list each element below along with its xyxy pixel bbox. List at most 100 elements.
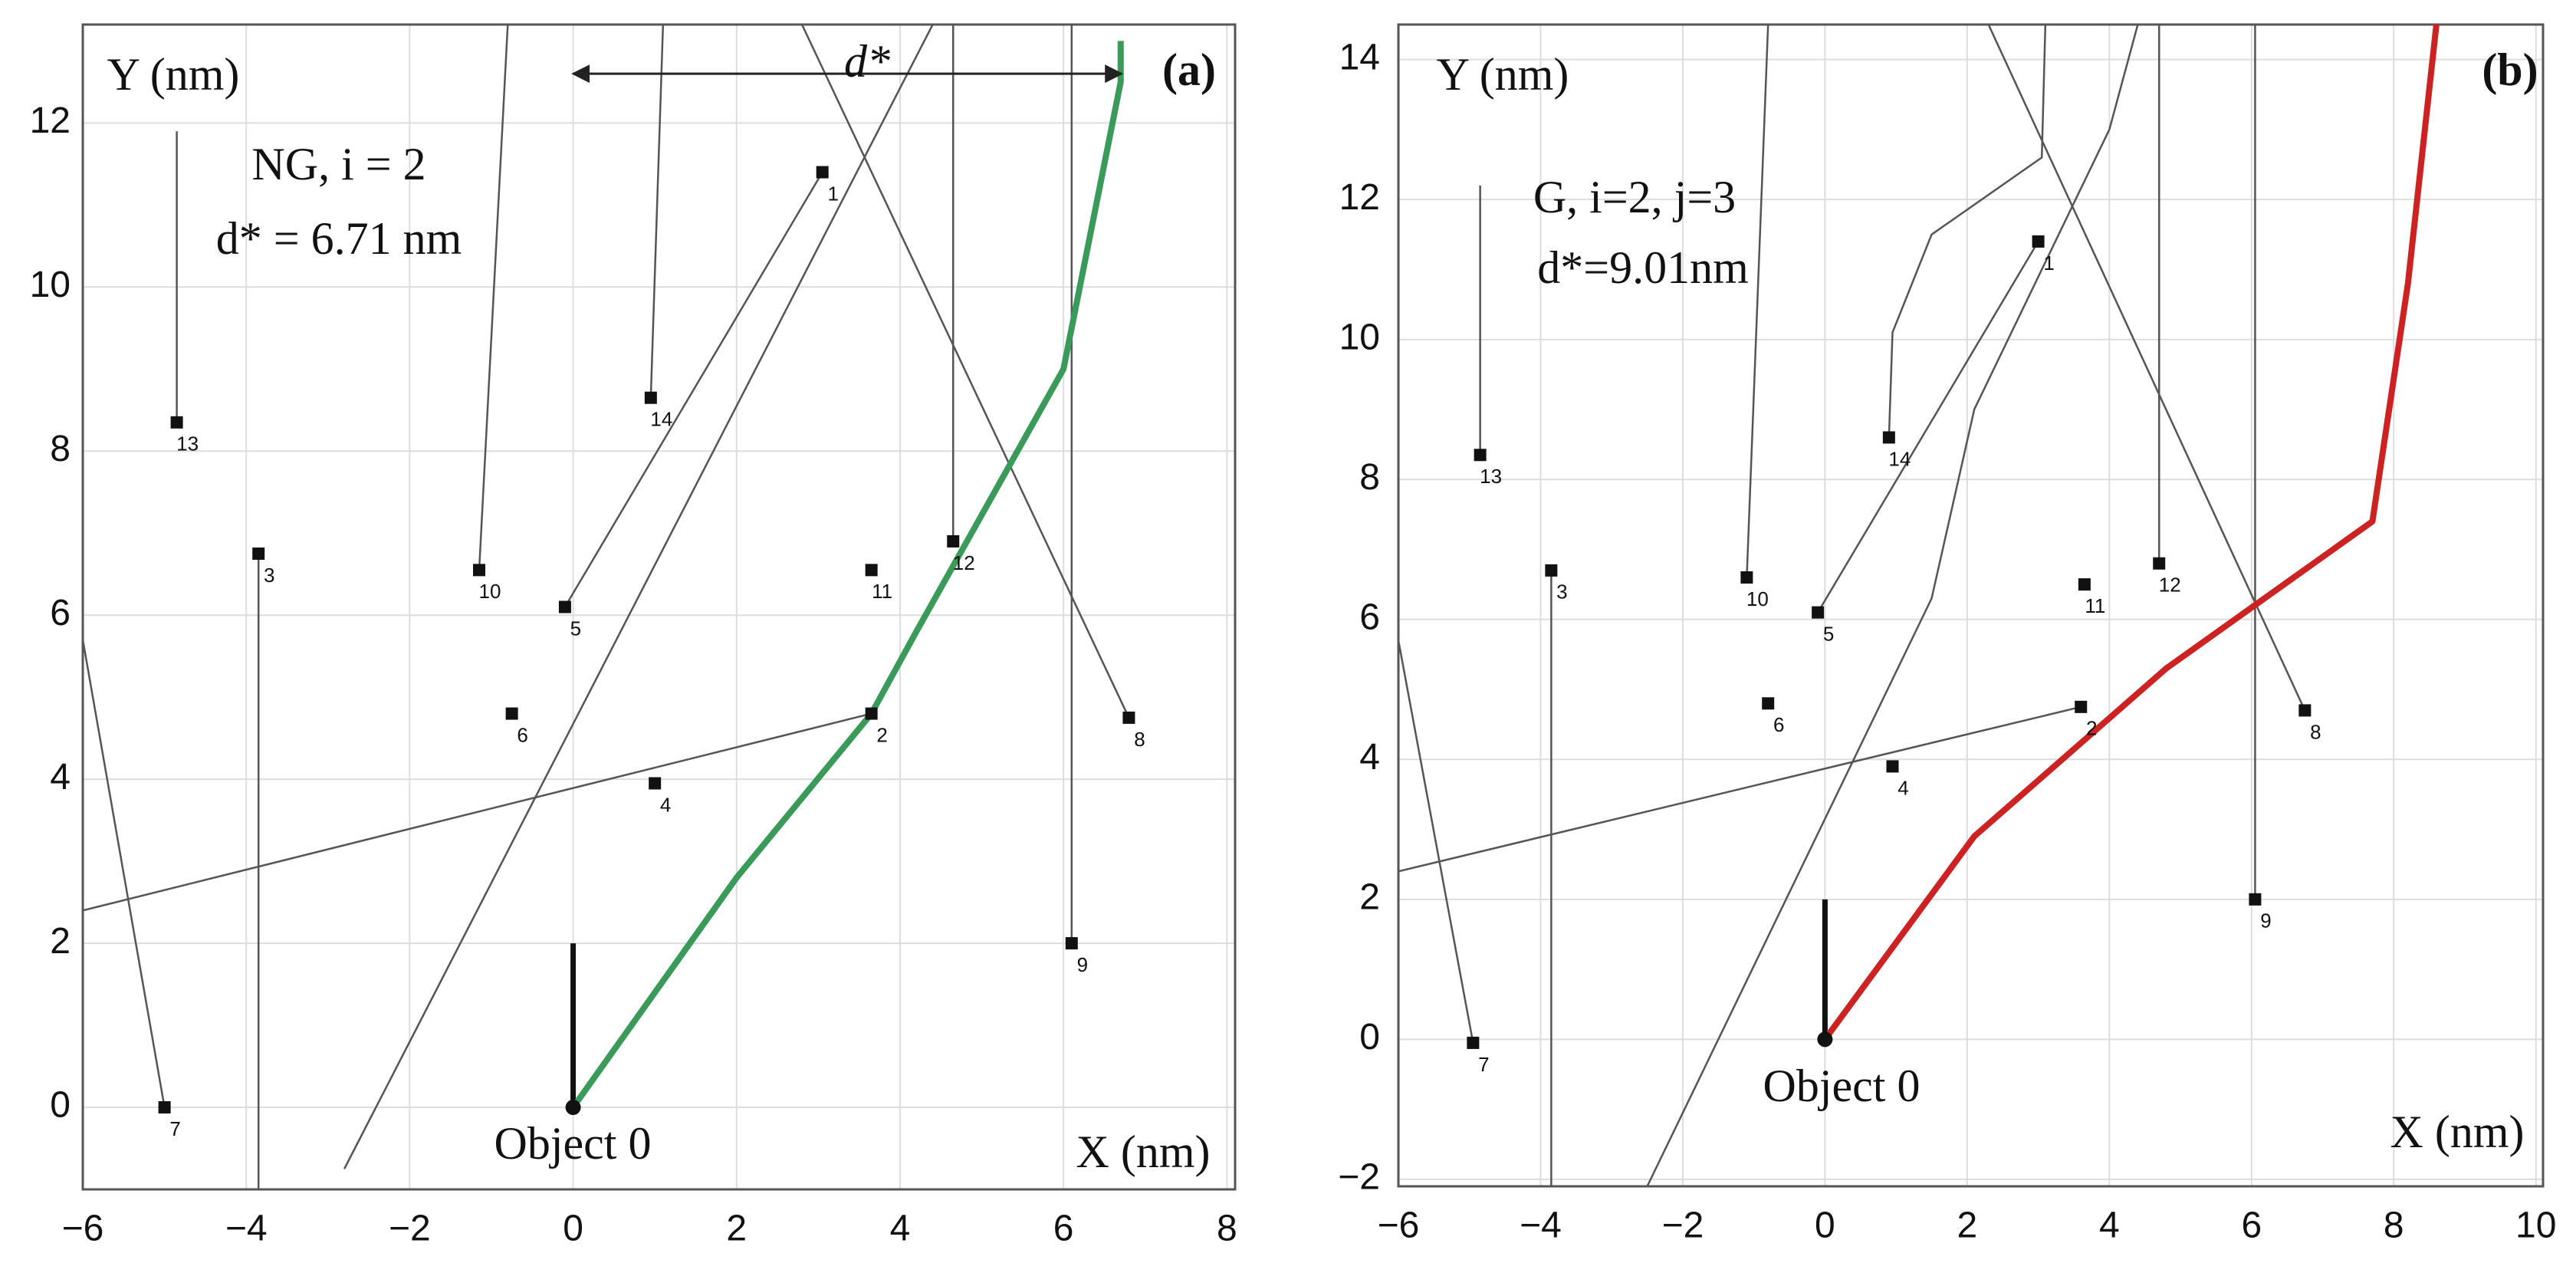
object-label: Object 0 <box>1763 1061 1921 1111</box>
point-label: 5 <box>570 617 581 640</box>
point-label: 13 <box>176 433 199 456</box>
x-tick-label: −4 <box>1520 1205 1562 1246</box>
x-tick-label: −2 <box>389 1209 431 1249</box>
trajectory <box>649 25 665 398</box>
panel-label: (a) <box>1162 44 1216 95</box>
point-label: 14 <box>1888 447 1911 470</box>
x-tick-label: 8 <box>2384 1205 2404 1246</box>
x-tick-label: −6 <box>62 1209 104 1249</box>
object-point <box>865 564 878 577</box>
object-point <box>2032 235 2045 248</box>
y-axis-label: Y (nm) <box>1437 49 1569 100</box>
x-tick-label: 8 <box>1217 1209 1237 1249</box>
x-axis-label: X (nm) <box>2390 1107 2525 1157</box>
object-label: Object 0 <box>495 1118 652 1169</box>
object-point <box>2078 578 2091 591</box>
point-label: 11 <box>872 580 892 603</box>
object-point <box>1065 937 1078 950</box>
trajectory <box>83 712 872 912</box>
y-tick-label: 12 <box>1339 177 1380 218</box>
point-label: 5 <box>1823 623 1834 646</box>
x-tick-label: 0 <box>1815 1205 1835 1246</box>
object-point <box>1886 760 1899 773</box>
object-point <box>1812 606 1825 619</box>
point-label: 3 <box>264 564 274 587</box>
x-tick-label: 4 <box>2099 1205 2120 1246</box>
x-tick-label: −2 <box>1662 1205 1704 1246</box>
object-point <box>2075 700 2088 713</box>
object-point <box>649 777 662 790</box>
annotation: d* = 6.71 nm <box>216 213 462 264</box>
plot-frame <box>81 23 1237 1191</box>
object-point <box>1882 431 1895 444</box>
optimal-path <box>570 41 1124 1110</box>
y-tick-label: 6 <box>1359 597 1380 637</box>
plot-area <box>1398 25 2440 1186</box>
object-point <box>865 707 878 720</box>
point-label: 1 <box>827 182 838 205</box>
point-label: 13 <box>1480 465 1502 488</box>
x-tick-label: 6 <box>2241 1205 2262 1246</box>
y-tick-label: 4 <box>1359 737 1380 778</box>
object-point <box>505 707 518 720</box>
trajectory <box>564 171 823 608</box>
optimal-path <box>1822 25 2440 1041</box>
point-label: 4 <box>660 793 671 816</box>
y-tick-label: 4 <box>50 757 71 798</box>
x-tick-label: −6 <box>1378 1205 1420 1246</box>
y-tick-label: 10 <box>1339 317 1380 357</box>
object-point <box>2153 557 2166 570</box>
object-point <box>1122 711 1135 724</box>
x-tick-label: 10 <box>2515 1205 2556 1246</box>
object-point <box>947 534 960 548</box>
object-point <box>644 391 657 404</box>
point-label: 11 <box>2085 594 2105 617</box>
object-point <box>558 600 571 613</box>
y-tick-label: 10 <box>30 265 71 305</box>
object-point <box>1740 571 1753 584</box>
trajectory <box>1398 706 2082 873</box>
point-label: 3 <box>1556 581 1567 604</box>
object-0 <box>1817 1031 1833 1048</box>
trajectory <box>800 25 1130 719</box>
x-tick-label: 0 <box>563 1209 583 1249</box>
trajectory <box>478 25 509 571</box>
y-tick-label: 0 <box>1359 1017 1380 1057</box>
plot-frame <box>1397 23 2545 1188</box>
x-axis-label: X (nm) <box>1076 1127 1211 1177</box>
point-label: 10 <box>1746 587 1769 610</box>
y-tick-label: 0 <box>50 1085 71 1126</box>
object-point <box>2249 893 2262 906</box>
point-label: 14 <box>650 408 672 431</box>
point-label: 1 <box>2043 252 2054 275</box>
object-point <box>1467 1036 1480 1049</box>
point-label: 2 <box>876 723 887 746</box>
panel-label: (b) <box>2482 44 2538 95</box>
trajectory <box>1646 25 2139 1186</box>
trajectory <box>343 25 934 1169</box>
y-tick-label: −2 <box>1338 1157 1380 1198</box>
object-point <box>170 416 183 429</box>
annotation: G, i=2, j=3 <box>1533 172 1736 222</box>
point-label: 4 <box>1898 776 1908 799</box>
trajectory <box>1817 241 2039 613</box>
point-label: 12 <box>953 551 975 574</box>
object-point <box>1474 449 1487 462</box>
point-label: 2 <box>2086 717 2097 740</box>
point-label: 6 <box>517 723 527 746</box>
trajectory <box>83 640 166 1108</box>
point-label: 7 <box>1478 1053 1489 1076</box>
y-tick-label: 6 <box>50 593 71 633</box>
y-tick-label: 2 <box>50 921 71 962</box>
object-0 <box>565 1100 581 1116</box>
object-point <box>252 547 265 560</box>
x-tick-label: −4 <box>225 1209 268 1249</box>
annotation: NG, i = 2 <box>251 139 426 189</box>
object-point <box>1545 564 1558 577</box>
trajectory <box>1987 25 2306 711</box>
point-label: 10 <box>479 580 501 603</box>
y-tick-label: 12 <box>30 100 71 141</box>
annotation: d*=9.01nm <box>1537 242 1749 293</box>
y-tick-label: 14 <box>1339 37 1380 77</box>
